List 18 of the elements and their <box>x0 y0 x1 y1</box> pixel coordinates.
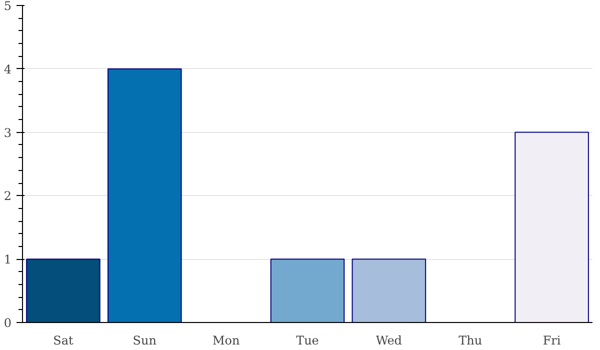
y-tick-label: 0 <box>4 316 12 330</box>
bar <box>270 258 345 322</box>
y-tick-label: 5 <box>4 0 12 13</box>
x-tick-label: Thu <box>458 334 482 348</box>
y-tick-label: 4 <box>4 62 12 76</box>
bar <box>26 258 100 322</box>
x-tick-label: Tue <box>296 334 319 348</box>
x-tick-label: Fri <box>542 334 561 348</box>
x-tick-label: Wed <box>376 334 402 348</box>
bar <box>108 68 182 322</box>
y-tick-label: 2 <box>4 189 12 204</box>
x-tick-label: Mon <box>212 334 240 348</box>
x-tick-label: Sat <box>53 334 74 348</box>
bar <box>352 258 426 322</box>
y-tick-label: 1 <box>4 252 12 267</box>
x-tick-label: Sun <box>132 334 157 348</box>
bar <box>514 132 589 322</box>
y-tick-label: 3 <box>4 126 12 140</box>
